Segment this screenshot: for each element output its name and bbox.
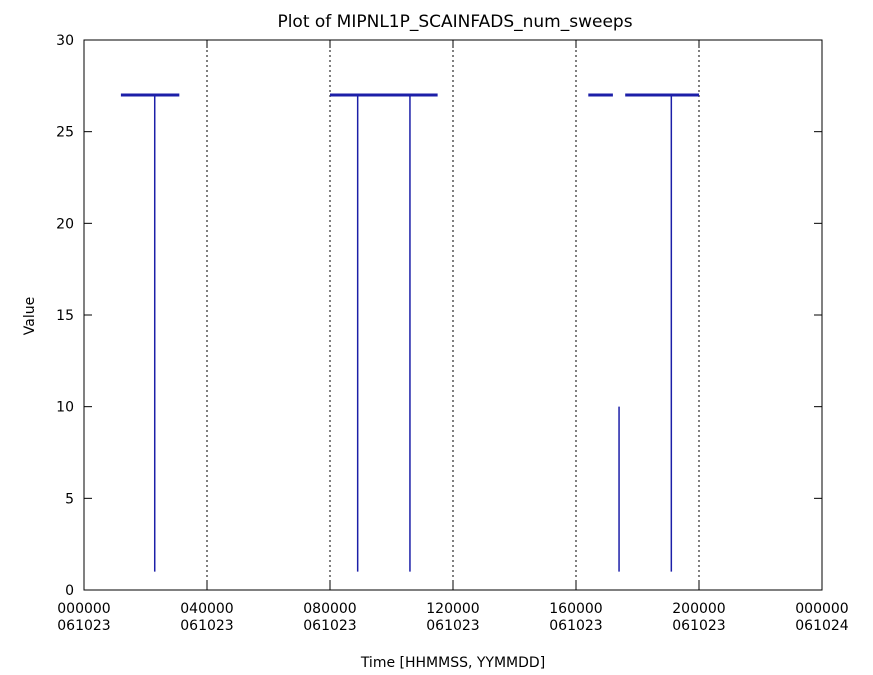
y-tick-label: 15 (56, 308, 74, 324)
x-tick-label-date: 061024 (795, 618, 849, 634)
x-tick-label-time: 000000 (57, 601, 110, 617)
y-tick-label: 20 (56, 216, 74, 232)
x-tick-label-date: 061023 (57, 618, 110, 634)
x-tick-label-date: 061023 (180, 618, 233, 634)
x-tick-label-time: 160000 (549, 601, 602, 617)
y-tick-label: 5 (65, 491, 74, 507)
y-axis-label: Value (22, 297, 38, 335)
x-tick-label-time: 200000 (672, 601, 725, 617)
x-tick-label-date: 061023 (426, 618, 479, 634)
y-tick-label: 30 (56, 33, 74, 49)
y-tick-label: 0 (65, 583, 74, 599)
chart-title: Plot of MIPNL1P_SCAINFADS_num_sweeps (277, 12, 632, 32)
x-tick-label-time: 040000 (180, 601, 233, 617)
x-axis-ticks: 0000000610230400000610230800000610231200… (57, 40, 849, 634)
x-tick-label-date: 061023 (303, 618, 356, 634)
x-tick-label-time: 080000 (303, 601, 356, 617)
x-tick-label-date: 061023 (672, 618, 725, 634)
x-tick-label-time: 120000 (426, 601, 479, 617)
y-tick-label: 25 (56, 125, 74, 141)
x-tick-label-date: 061023 (549, 618, 602, 634)
y-axis-ticks: 0 5 10 15 20 25 30 (56, 33, 822, 599)
x-axis-label: Time [HHMMSS, YYMMDD] (360, 655, 545, 671)
divider-lines (206, 40, 700, 590)
x-tick-label-time: 000000 (795, 601, 848, 617)
series-num-sweeps (120, 93, 699, 572)
y-tick-label: 10 (56, 400, 74, 416)
